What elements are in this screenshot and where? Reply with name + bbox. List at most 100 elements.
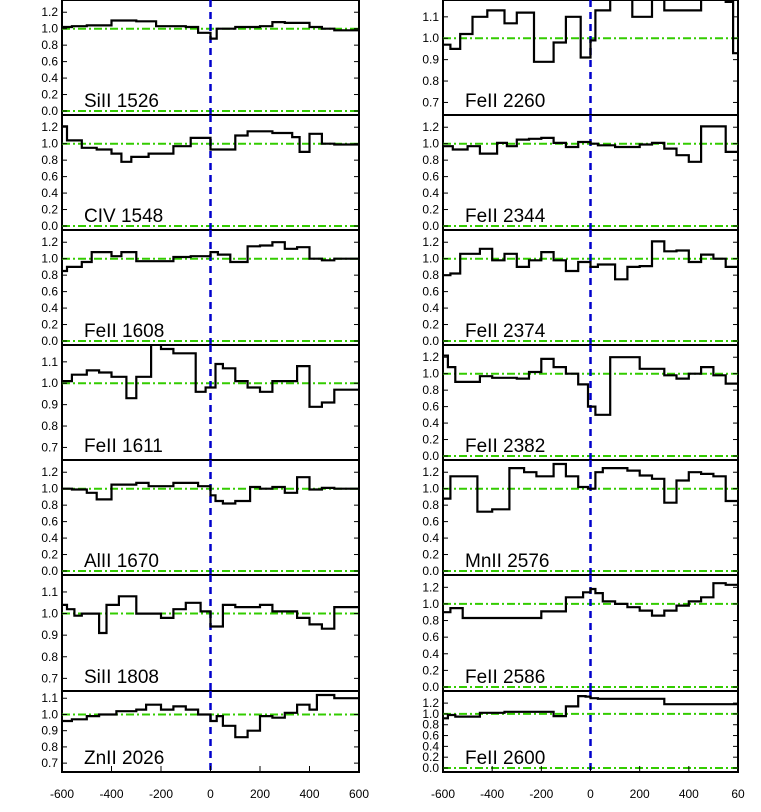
panel-znii-2026: 0.7 0.8 0.9 1.0 1.1 ZnII 2026	[41, 690, 360, 773]
y-tick-label: 0.2	[41, 318, 58, 332]
x-tick-label: 200	[250, 787, 270, 801]
y-tick-label: 1.0	[41, 707, 58, 721]
panel-siii-1808: 0.7 0.8 0.9 1.0 1.1 SiII 1808	[41, 574, 360, 692]
y-tick-label: 0.6	[422, 630, 439, 644]
transition-label: SiII 1808	[84, 667, 159, 688]
x-tick-label: 600	[349, 787, 369, 801]
transition-label: AlII 1670	[84, 551, 159, 572]
y-tick-label: 1.0	[422, 482, 439, 496]
y-tick-label: 0.8	[41, 498, 58, 512]
y-tick-label: 1.0	[41, 376, 58, 390]
x-tick-label: 200	[630, 787, 650, 801]
y-tick-label: 0.6	[422, 170, 439, 184]
x-tick-label: -400	[99, 787, 123, 801]
x-tick-label: -400	[480, 787, 504, 801]
y-tick-label: 1.0	[422, 252, 439, 266]
y-tick-label: 1.2	[422, 465, 439, 479]
y-tick-label: 1.2	[41, 120, 58, 134]
y-tick-label: 0.8	[41, 740, 58, 754]
x-tick-label: -200	[529, 787, 553, 801]
y-tick-label: 0.9	[41, 724, 58, 738]
y-tick-label: 0.6	[41, 170, 58, 184]
y-tick-label: 0.8	[41, 268, 58, 282]
y-tick-label: 0.2	[422, 203, 439, 217]
y-tick-label: 0.4	[41, 531, 58, 545]
spectrum-series	[443, 240, 738, 281]
y-tick-label: 1.0	[41, 22, 58, 36]
y-tick-label: 0.2	[422, 548, 439, 562]
transition-label: FeII 2600	[465, 748, 545, 769]
y-tick-label: 0.4	[422, 647, 439, 661]
y-tick-label: 0.0	[422, 680, 439, 694]
transition-label: CIV 1548	[84, 206, 163, 227]
y-tick-label: 0.0	[422, 449, 439, 463]
y-tick-label: 0.6	[41, 285, 58, 299]
y-tick-label: 0.7	[41, 440, 58, 454]
spectrum-series	[62, 125, 359, 163]
y-tick-label: 1.0	[41, 607, 58, 621]
panel-civ-1548: 0.0 0.2 0.4 0.6 0.8 1.0 1.2 CIV 1548	[41, 114, 360, 233]
x-tick-label: -600	[431, 787, 455, 801]
y-tick-label: 0.2	[422, 318, 439, 332]
spectrum-series	[62, 345, 359, 408]
spectrum-series	[443, 462, 738, 513]
transition-label: FeII 2260	[465, 91, 545, 112]
spectrum-series	[443, 695, 738, 720]
y-tick-label: 0.8	[422, 383, 439, 397]
y-tick-label: 0.9	[41, 398, 58, 412]
y-tick-label: 1.0	[422, 707, 439, 721]
y-tick-label: 0.6	[422, 729, 439, 743]
transition-label: SiII 1526	[84, 91, 159, 112]
panel-alii-1670: 0.0 0.2 0.4 0.6 0.8 1.0 1.2 AlII 1670	[41, 459, 360, 578]
panel-feii-2600: 0.00.20.40.60.81.01.2 FeII 2600	[422, 690, 739, 775]
panel-feii-2344: 0.0 0.2 0.4 0.6 0.8 1.0 1.2 FeII 2344	[422, 114, 739, 233]
x-tick-label: 400	[679, 787, 699, 801]
spectrum-series	[62, 241, 359, 273]
y-tick-label: 0.8	[422, 718, 439, 732]
transition-label: FeII 2586	[465, 667, 545, 688]
y-tick-label: 1.0	[422, 31, 439, 45]
y-tick-label: 1.0	[422, 367, 439, 381]
y-tick-label: 1.2	[41, 235, 58, 249]
y-tick-label: 1.2	[422, 350, 439, 364]
y-tick-label: 0.8	[422, 268, 439, 282]
y-tick-label: 0.4	[41, 301, 58, 315]
y-tick-label: 1.1	[422, 10, 439, 24]
y-tick-label: 1.1	[41, 355, 58, 369]
y-tick-label: 0.0	[41, 219, 58, 233]
y-tick-label: 1.1	[41, 691, 58, 705]
y-tick-label: 0.4	[422, 739, 439, 753]
y-tick-label: 0.6	[422, 285, 439, 299]
y-tick-label: 0.7	[422, 95, 439, 109]
y-tick-label: 0.0	[422, 334, 439, 348]
y-tick-label: 1.0	[422, 597, 439, 611]
y-tick-label: 0.8	[422, 614, 439, 628]
x-tick-label: 0	[587, 787, 594, 801]
y-tick-label: 0.2	[41, 203, 58, 217]
y-tick-label: 0.0	[422, 219, 439, 233]
y-tick-label: 1.2	[422, 696, 439, 710]
y-tick-label: 0.4	[422, 186, 439, 200]
spectrum-series	[62, 693, 359, 739]
y-tick-label: 0.9	[422, 53, 439, 67]
y-tick-label: 1.2	[422, 235, 439, 249]
y-tick-label: 0.0	[422, 564, 439, 578]
y-tick-label: 1.1	[41, 585, 58, 599]
y-tick-label: 0.2	[422, 433, 439, 447]
y-tick-label: 0.7	[41, 671, 58, 685]
y-tick-label: 1.2	[422, 120, 439, 134]
panel-feii-2260: 0.7 0.8 0.9 1.0 1.1 FeII 2260	[422, 0, 739, 116]
y-tick-label: 0.2	[422, 663, 439, 677]
y-tick-label: 1.2	[41, 5, 58, 19]
y-tick-label: 0.6	[422, 515, 439, 529]
y-tick-label: 0.6	[422, 400, 439, 414]
panel-feii-2586: 0.0 0.2 0.4 0.6 0.8 1.0 1.2 FeII 2586	[422, 574, 739, 694]
y-tick-label: 0.4	[422, 531, 439, 545]
y-tick-label: 0.2	[41, 88, 58, 102]
y-tick-label: 0.0	[41, 564, 58, 578]
y-tick-label: 0.8	[41, 38, 58, 52]
y-tick-label: 0.6	[41, 55, 58, 69]
transition-label: FeII 2382	[465, 436, 545, 457]
panel-feii-2374: 0.0 0.2 0.4 0.6 0.8 1.0 1.2 FeII 2374	[422, 229, 739, 348]
